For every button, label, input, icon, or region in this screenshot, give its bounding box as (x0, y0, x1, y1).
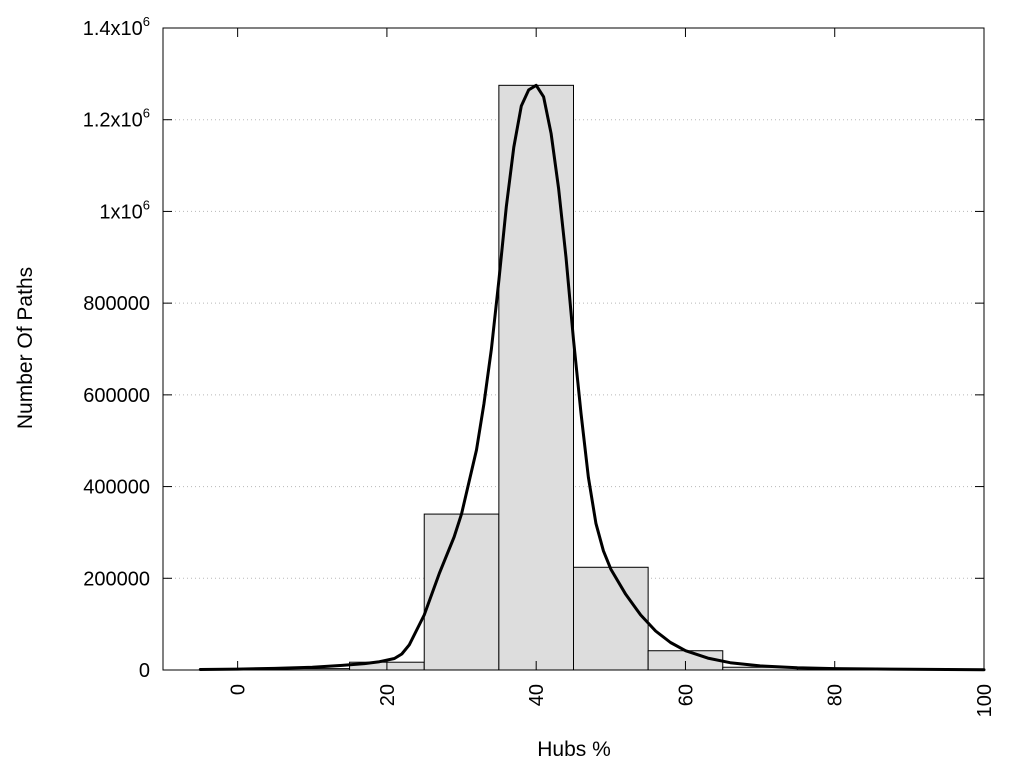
grid-lines (163, 119, 984, 579)
x-tick-label: 0 (228, 684, 250, 695)
x-tick-label: 100 (974, 684, 996, 717)
y-tick-label: 800000 (83, 293, 150, 315)
histogram-bar (498, 84, 575, 671)
histogram-bar (423, 513, 500, 671)
plot-border (162, 27, 985, 671)
x-tick-label: 60 (675, 684, 697, 706)
y-tick-label: 0 (139, 660, 150, 682)
y-tick-label: 1x106 (99, 197, 150, 223)
y-tick-label: 1.4x106 (83, 14, 150, 40)
y-tick-label: 400000 (83, 477, 150, 499)
distribution-curve (198, 83, 986, 672)
y-tick-label: 1.2x106 (83, 106, 150, 132)
x-axis-label: Hubs % (537, 738, 611, 761)
y-axis-label: Number Of Paths (14, 267, 37, 429)
histogram-bars (199, 84, 985, 671)
y-axis-ticks: 0 200000 400000 600000 800000 1x106 1.2x106 1.4… (83, 14, 984, 682)
x-tick-label: 80 (825, 684, 847, 706)
histogram-bar (573, 566, 649, 671)
x-tick-label: 20 (377, 684, 399, 706)
x-tick-label: 40 (526, 684, 548, 706)
distribution-curve-layer (198, 83, 986, 672)
y-tick-label: 600000 (83, 385, 150, 407)
x-axis-ticks: 0 20 40 60 80 100 (228, 28, 996, 717)
plot-frame (162, 27, 985, 671)
y-tick-label: 200000 (83, 568, 150, 590)
